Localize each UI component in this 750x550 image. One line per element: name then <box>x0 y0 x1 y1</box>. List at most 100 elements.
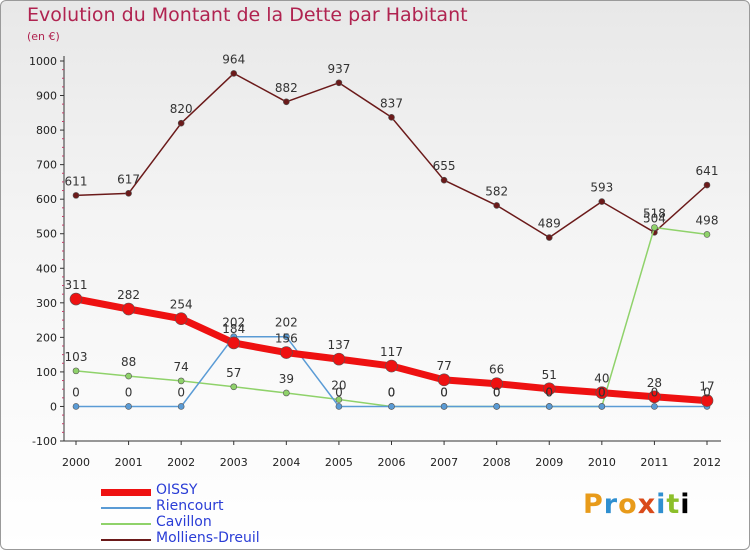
data-point <box>72 367 80 375</box>
x-tick-label: 2008 <box>483 456 511 469</box>
legend-swatch <box>101 507 151 509</box>
data-label: 655 <box>433 159 456 173</box>
data-label: 40 <box>594 372 609 386</box>
data-point <box>230 383 238 391</box>
data-label: 117 <box>380 345 403 359</box>
data-point <box>122 302 135 316</box>
data-label: 0 <box>598 385 606 399</box>
data-point <box>545 403 553 410</box>
data-label: 77 <box>436 359 451 373</box>
x-tick-label: 2002 <box>167 456 195 469</box>
data-point <box>125 372 132 380</box>
data-label: 88 <box>121 355 136 369</box>
y-tick-label: 900 <box>36 90 57 103</box>
data-point <box>72 192 80 199</box>
data-point <box>700 394 714 407</box>
data-label: 882 <box>275 81 298 95</box>
data-label: 518 <box>643 207 666 221</box>
x-tick-label: 2007 <box>430 456 458 469</box>
data-point <box>651 224 658 231</box>
x-tick-label: 2010 <box>588 456 616 469</box>
data-label: 582 <box>485 184 508 198</box>
data-label: 0 <box>598 385 606 399</box>
data-point <box>388 403 395 410</box>
data-point <box>283 333 290 340</box>
x-tick-label: 2011 <box>640 456 668 469</box>
data-label: 57 <box>226 366 241 380</box>
y-tick-label: 200 <box>36 331 57 344</box>
y-tick-label: 300 <box>36 297 57 310</box>
data-point <box>493 403 500 410</box>
y-tick-label: 500 <box>36 228 57 241</box>
data-label: 837 <box>380 96 403 110</box>
data-label: 254 <box>170 298 193 312</box>
y-tick-label: 0 <box>50 400 57 413</box>
x-tick-label: 2009 <box>535 456 563 469</box>
x-tick-label: 2000 <box>62 456 90 469</box>
legend-item: Molliens-Dreuil <box>101 530 401 548</box>
data-label: 0 <box>545 385 553 399</box>
data-label: 17 <box>699 380 714 394</box>
x-tick-label: 2003 <box>220 456 248 469</box>
y-tick-label: 400 <box>36 262 57 275</box>
data-point <box>280 346 293 359</box>
data-label: 0 <box>335 385 343 399</box>
legend-swatch <box>101 539 151 541</box>
legend-swatch <box>101 488 151 496</box>
y-tick-label: 700 <box>36 159 57 172</box>
legend-label: Riencourt <box>156 498 224 514</box>
y-tick-label: 1000 <box>29 55 57 68</box>
legend-item: Cavillon <box>101 514 401 532</box>
data-label: 0 <box>177 385 185 399</box>
data-label: 282 <box>117 288 140 302</box>
data-point <box>648 390 661 404</box>
data-point <box>545 234 553 241</box>
y-tick-label: -100 <box>32 435 57 448</box>
data-point <box>230 70 238 77</box>
data-label: 184 <box>222 322 245 336</box>
chart-title: Evolution du Montant de la Dette par Hab… <box>27 4 468 26</box>
data-label: 0 <box>493 385 501 399</box>
data-point <box>283 98 290 106</box>
data-point <box>177 403 185 410</box>
data-point <box>388 114 395 121</box>
data-label: 51 <box>542 368 557 382</box>
data-label: 103 <box>65 350 88 364</box>
data-point <box>703 181 711 189</box>
data-point <box>595 386 609 399</box>
data-point <box>177 119 185 127</box>
data-point <box>651 403 658 410</box>
data-label: 0 <box>72 385 80 399</box>
data-point <box>335 403 343 410</box>
legend-label: OISSY <box>156 482 198 498</box>
chart-legend: OISSY Riencourt Cavillon Molliens-Dreuil <box>101 482 401 548</box>
x-tick-label: 2001 <box>115 456 143 469</box>
data-point <box>440 403 448 410</box>
data-label: 0 <box>703 385 711 399</box>
data-label: 504 <box>643 211 666 225</box>
data-point <box>227 336 241 350</box>
chart-subtitle: (en €) <box>27 30 60 43</box>
data-label: 0 <box>440 385 448 399</box>
data-label: 617 <box>117 172 140 186</box>
data-point <box>174 312 188 326</box>
data-label: 937 <box>327 62 350 76</box>
data-point <box>69 292 83 306</box>
y-tick-label: 600 <box>36 193 57 206</box>
data-point <box>542 382 556 396</box>
x-tick-label: 2012 <box>693 456 721 469</box>
data-label: 202 <box>222 316 245 330</box>
proxiti-logo: Proxiti <box>583 489 691 520</box>
x-tick-label: 2006 <box>378 456 406 469</box>
y-tick-label: 100 <box>36 366 57 379</box>
y-tick-label: 800 <box>36 124 57 137</box>
data-label: 137 <box>327 338 350 352</box>
data-label: 0 <box>651 385 659 399</box>
data-label: 28 <box>647 376 662 390</box>
data-point <box>177 377 185 385</box>
legend-item: Riencourt <box>101 498 401 516</box>
data-point <box>72 403 80 410</box>
x-tick-label: 2005 <box>325 456 353 469</box>
data-point <box>125 190 132 197</box>
